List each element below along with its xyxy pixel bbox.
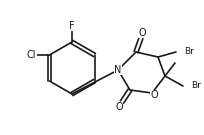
Text: F: F [69, 21, 75, 31]
Text: O: O [150, 90, 158, 100]
Text: Br: Br [184, 48, 194, 57]
Text: Br: Br [191, 82, 201, 90]
Text: N: N [114, 65, 122, 75]
Text: O: O [138, 28, 146, 38]
Text: Cl: Cl [27, 50, 36, 60]
Text: O: O [115, 102, 123, 112]
